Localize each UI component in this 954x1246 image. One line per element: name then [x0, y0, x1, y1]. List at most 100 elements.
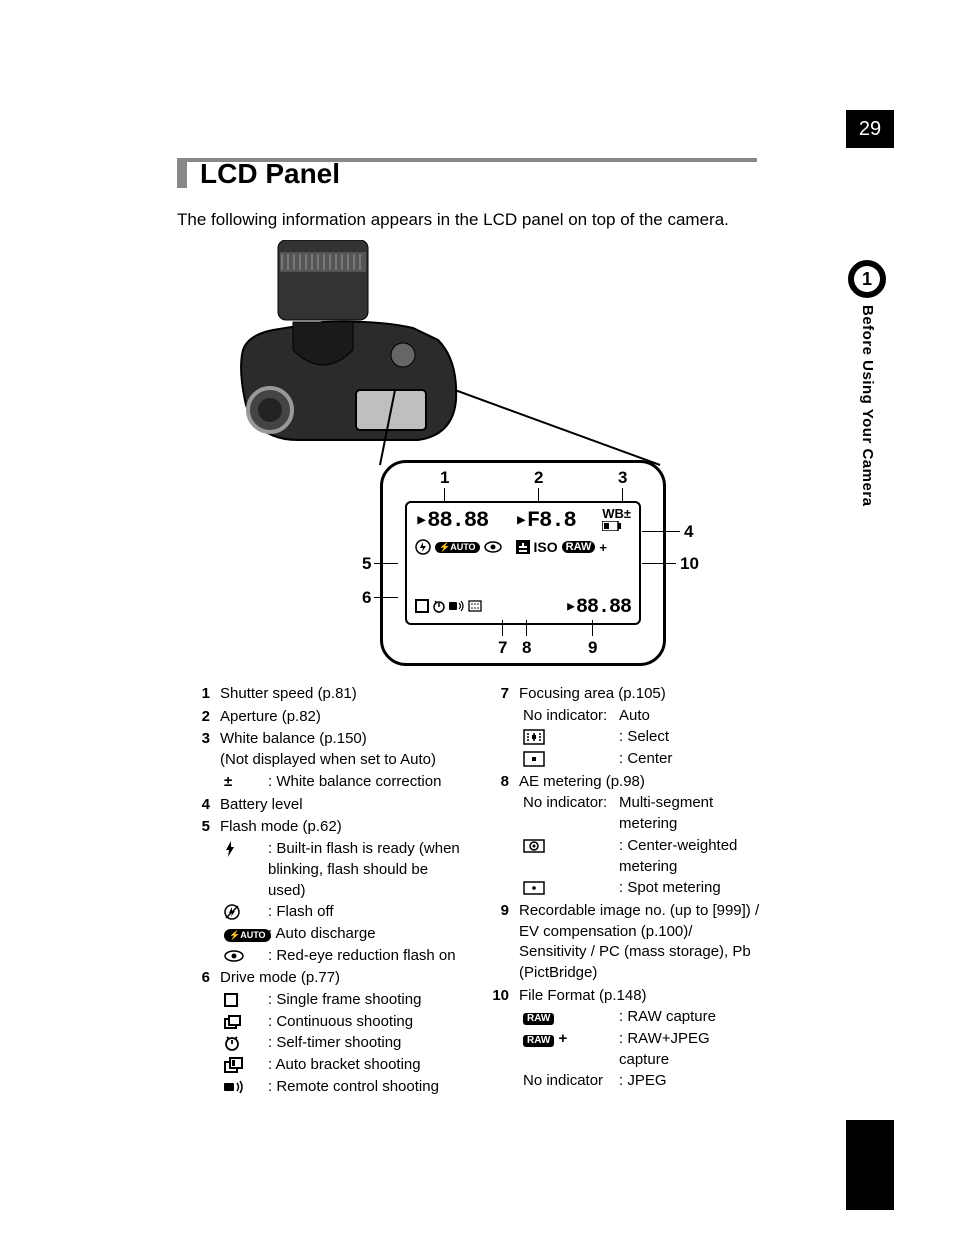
lcd-aperture: ▸F8.8 [515, 507, 576, 533]
legend-body: Aperture (p.82) [220, 707, 463, 728]
callout-4: 4 [684, 522, 693, 542]
no-indicator-label: No indicator: [519, 793, 619, 814]
single-icon [220, 990, 268, 1011]
legend-entry: 9Recordable image no. (up to [999]) / EV… [481, 901, 762, 984]
lcd-count: ▸88.88 [565, 593, 631, 619]
cw-meter-icon [519, 836, 619, 857]
legend-entry: 4Battery level [182, 795, 463, 816]
legend-sub-text: : Red-eye reduction flash on [268, 946, 463, 967]
legend-body: Flash mode (p.62): Built-in flash is rea… [220, 817, 463, 966]
legend-body: Recordable image no. (up to [999]) / EV … [519, 901, 762, 984]
lcd-shutter: ▸88.88 [415, 507, 488, 533]
callout-1: 1 [440, 468, 449, 488]
lcd-callout-panel: ▸88.88 ▸F8.8 WB± ⚡AUTO ISO RAW + [380, 460, 666, 666]
legend-number: 4 [182, 795, 220, 816]
title-tick [177, 158, 187, 188]
page-number-tab: 29 [846, 110, 894, 148]
legend-number: 9 [481, 901, 519, 984]
af-select-icon [519, 727, 619, 748]
noflash-icon [220, 902, 268, 923]
timer-icon [220, 1033, 268, 1054]
callout-6: 6 [362, 588, 371, 608]
af-area-icon [468, 599, 482, 613]
legend-title: Recordable image no. (up to [999]) / EV … [519, 901, 762, 984]
callout-5: 5 [362, 554, 371, 574]
legend-sub-row: RAW +: RAW+JPEG capture [519, 1029, 762, 1070]
legend-body: AE metering (p.98)No indicator:Multi-seg… [519, 772, 762, 899]
legend-sub-text: : Remote control shooting [268, 1077, 463, 1098]
legend-number: 10 [481, 986, 519, 1092]
legend-sub-text: : RAW capture [619, 1007, 762, 1028]
intro-text: The following information appears in the… [177, 210, 729, 230]
legend-sub-row: ⚡AUTO: Auto discharge [220, 924, 463, 945]
legend-number: 8 [481, 772, 519, 899]
legend-number: 7 [481, 684, 519, 770]
legend-number: 2 [182, 707, 220, 728]
legend-title: Drive mode (p.77) [220, 968, 463, 989]
legend-sub-row: No indicator:Auto [519, 706, 762, 727]
legend-sub-row: : Spot metering [519, 878, 762, 899]
legend-sub-text: : Flash off [268, 902, 463, 923]
legend-sub-text: : RAW+JPEG capture [619, 1029, 762, 1070]
legend-sub-text: Auto [619, 706, 762, 727]
chapter-caption: Before Using Your Camera [859, 305, 876, 507]
callout-10: 10 [680, 554, 699, 574]
legend-sub-row: : Built-in flash is ready (when blinking… [220, 839, 463, 901]
chapter-badge: 1 [848, 260, 886, 298]
legend-number: 3 [182, 729, 220, 792]
legend-entry: 8AE metering (p.98)No indicator:Multi-se… [481, 772, 762, 899]
rawplus-icon: RAW + [519, 1029, 619, 1050]
side-tab-bottom [846, 1120, 894, 1210]
auto-badge-icon: ⚡AUTO [435, 542, 480, 553]
eye-icon [220, 946, 268, 967]
legend-entry: 10File Format (p.148)RAW: RAW captureRAW… [481, 986, 762, 1092]
legend-note: (Not displayed when set to Auto) [220, 750, 463, 771]
legend-title: Aperture (p.82) [220, 707, 463, 728]
raw-icon: RAW [519, 1007, 619, 1028]
battery-icon [602, 521, 622, 531]
page-title: LCD Panel [200, 158, 340, 190]
callout-3: 3 [618, 468, 627, 488]
fauto-icon: ⚡AUTO [220, 924, 268, 945]
legend-right-col: 7Focusing area (p.105)No indicator:Auto:… [481, 684, 762, 1099]
ev-icon [516, 540, 530, 554]
legend-number: 5 [182, 817, 220, 966]
flash-icon [415, 539, 431, 555]
legend-sub-row: : Red-eye reduction flash on [220, 946, 463, 967]
legend-number: 1 [182, 684, 220, 705]
legend-sub-text: : Select [619, 727, 762, 748]
legend-sub-text: : Single frame shooting [268, 990, 463, 1011]
lcd-inner: ▸88.88 ▸F8.8 WB± ⚡AUTO ISO RAW + [405, 501, 641, 625]
legend-title: AE metering (p.98) [519, 772, 762, 793]
legend-entry: 3White balance (p.150)(Not displayed whe… [182, 729, 463, 792]
manual-page: 29 1 Before Using Your Camera LCD Panel … [0, 0, 954, 1246]
legend-entry: 6Drive mode (p.77): Single frame shootin… [182, 968, 463, 1097]
legend-entry: 2Aperture (p.82) [182, 707, 463, 728]
legend-title: Shutter speed (p.81) [220, 684, 463, 705]
bolt-icon [220, 839, 268, 860]
self-timer-icon [432, 599, 446, 613]
legend-sub-row: : Self-timer shooting [220, 1033, 463, 1054]
legend-sub-text: : Built-in flash is ready (when blinking… [268, 839, 463, 901]
single-icon [415, 599, 429, 613]
legend-entry: 7Focusing area (p.105)No indicator:Auto:… [481, 684, 762, 770]
legend-sub-row: : Center-weighted metering [519, 836, 762, 877]
legend-sub-row: No indicator:Multi-segment metering [519, 793, 762, 834]
callout-2: 2 [534, 468, 543, 488]
no-indicator-label: No indicator: [519, 706, 619, 727]
lcd-plus: + [599, 540, 607, 555]
af-center-icon [519, 749, 619, 770]
lcd-wb: WB± [602, 506, 631, 521]
legend-number: 6 [182, 968, 220, 1097]
callout-9: 9 [588, 638, 597, 658]
legend-sub-text: : JPEG [619, 1071, 762, 1092]
callout-7: 7 [498, 638, 507, 658]
legend-left-col: 1Shutter speed (p.81)2Aperture (p.82)3Wh… [182, 684, 463, 1099]
legend-sub-text: : Continuous shooting [268, 1012, 463, 1033]
spot-meter-icon [519, 878, 619, 899]
legend-body: Drive mode (p.77): Single frame shooting… [220, 968, 463, 1097]
raw-badge-icon: RAW [562, 541, 596, 553]
legend-sub-text: : Auto bracket shooting [268, 1055, 463, 1076]
legend-title: File Format (p.148) [519, 986, 762, 1007]
legend: 1Shutter speed (p.81)2Aperture (p.82)3Wh… [182, 684, 762, 1099]
